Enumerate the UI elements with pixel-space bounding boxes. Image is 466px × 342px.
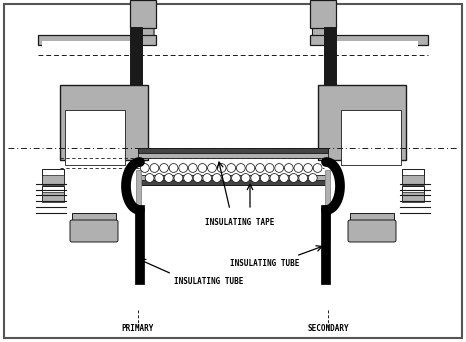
Circle shape (232, 174, 240, 182)
Bar (325, 170, 330, 240)
Circle shape (184, 174, 192, 182)
Circle shape (313, 163, 322, 172)
Bar (402, 175, 424, 185)
Circle shape (294, 163, 303, 172)
Bar (134, 0, 142, 10)
Bar (38, 35, 156, 45)
Text: INSULATING TAPE: INSULATING TAPE (206, 218, 274, 227)
Circle shape (217, 163, 226, 172)
Circle shape (212, 174, 221, 182)
Circle shape (236, 163, 245, 172)
Bar (310, 0, 336, 28)
Text: PRIMARY: PRIMARY (122, 324, 154, 333)
Bar (60, 85, 148, 160)
FancyBboxPatch shape (70, 220, 118, 242)
Circle shape (227, 163, 236, 172)
Circle shape (169, 163, 178, 172)
Bar (136, 170, 141, 240)
Circle shape (280, 174, 288, 182)
Bar (130, 0, 156, 28)
Bar (138, 148, 328, 153)
Circle shape (203, 174, 212, 182)
Bar (318, 85, 406, 160)
Circle shape (188, 163, 197, 172)
Polygon shape (134, 10, 154, 38)
Circle shape (284, 163, 293, 172)
Bar (42, 41, 132, 47)
Bar (402, 186, 424, 200)
Circle shape (299, 174, 308, 182)
Bar (42, 186, 64, 200)
Bar (350, 213, 394, 225)
Bar (310, 35, 428, 45)
Bar (42, 192, 64, 202)
Circle shape (246, 163, 255, 172)
Bar (341, 110, 401, 165)
Circle shape (159, 163, 168, 172)
Text: SECONDARY: SECONDARY (307, 324, 349, 333)
Circle shape (155, 174, 164, 182)
Circle shape (179, 163, 188, 172)
Circle shape (150, 163, 159, 172)
Bar (42, 169, 64, 183)
Circle shape (304, 163, 312, 172)
Polygon shape (312, 10, 332, 38)
Circle shape (207, 163, 216, 172)
Circle shape (164, 174, 173, 182)
Circle shape (270, 174, 279, 182)
Circle shape (241, 174, 250, 182)
Circle shape (260, 174, 269, 182)
Text: INSULATING TUBE: INSULATING TUBE (174, 277, 243, 286)
FancyBboxPatch shape (348, 220, 396, 242)
Bar (324, 0, 332, 10)
Bar (42, 175, 64, 185)
Bar (65, 110, 125, 165)
Bar (402, 169, 424, 183)
Bar (324, 27, 336, 85)
Circle shape (140, 163, 149, 172)
Bar (402, 192, 424, 202)
Circle shape (145, 174, 154, 182)
Circle shape (222, 174, 231, 182)
Bar (130, 27, 142, 85)
Circle shape (251, 174, 260, 182)
Circle shape (255, 163, 264, 172)
Bar (328, 41, 418, 47)
Circle shape (198, 163, 207, 172)
Text: INSULATING TUBE: INSULATING TUBE (230, 259, 299, 268)
Circle shape (275, 163, 284, 172)
Bar (138, 153, 328, 158)
Circle shape (265, 163, 274, 172)
Circle shape (193, 174, 202, 182)
Bar (72, 213, 116, 225)
Circle shape (174, 174, 183, 182)
Bar (138, 180, 328, 185)
Bar (138, 175, 328, 180)
Circle shape (289, 174, 298, 182)
Circle shape (308, 174, 317, 182)
